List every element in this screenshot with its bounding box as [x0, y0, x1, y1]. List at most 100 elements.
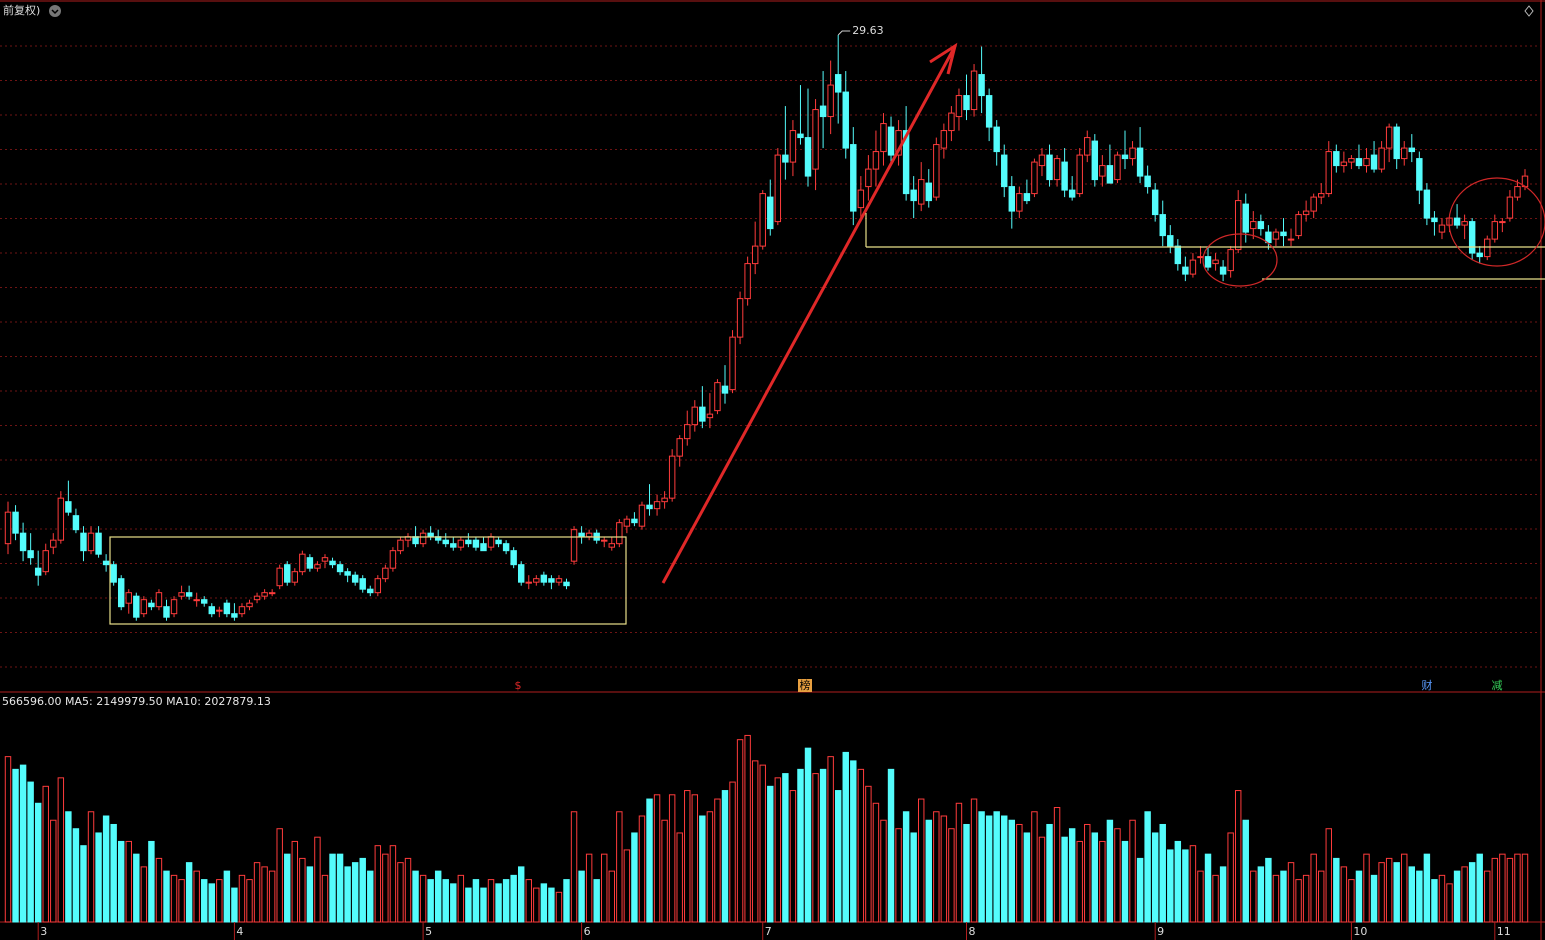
volume-bar	[533, 887, 540, 923]
volume-bar	[1250, 870, 1257, 923]
volume-bar	[178, 879, 185, 923]
candle-body	[1438, 224, 1446, 233]
annotations	[109, 42, 1545, 625]
volume-bar	[1280, 870, 1287, 923]
volume-bar	[751, 760, 759, 923]
volume-bar	[1453, 870, 1461, 923]
volume-bar	[993, 811, 1000, 923]
candle-body	[359, 578, 366, 590]
volume-bar	[774, 777, 782, 923]
volume-bar	[412, 870, 419, 923]
volume-bars	[4, 734, 1529, 923]
volume-bar	[27, 781, 34, 923]
volume-bar	[110, 823, 117, 923]
candle-body	[880, 123, 887, 153]
volume-bar	[616, 811, 623, 923]
candle-body	[759, 193, 766, 247]
candle-body	[321, 557, 329, 562]
volume-bar	[887, 768, 895, 923]
candle-body	[125, 592, 132, 604]
candle-body	[1227, 249, 1234, 272]
candle-body	[1514, 186, 1521, 198]
event-marker: 减	[1492, 679, 1503, 692]
volume-bar	[57, 777, 65, 923]
candle-body	[1091, 140, 1099, 181]
candle-body	[684, 424, 691, 440]
volume-bar	[117, 840, 125, 923]
volume-bar	[601, 853, 608, 923]
candle-body	[397, 539, 404, 552]
candle-body	[1310, 196, 1317, 212]
volume-bar	[940, 815, 948, 923]
candle-body	[585, 532, 593, 538]
candle-body	[819, 105, 827, 118]
candle-body	[1302, 210, 1310, 216]
volume-bar	[1159, 823, 1166, 923]
candle-body	[1068, 189, 1076, 198]
volume-bar	[1114, 828, 1121, 923]
volume-bar	[684, 790, 691, 923]
x-tick-label: 5	[425, 925, 432, 938]
volume-bar	[819, 768, 827, 923]
volume-bar	[389, 845, 397, 923]
candle-body	[729, 336, 736, 391]
candle-body	[608, 543, 615, 548]
volume-bar	[1416, 870, 1423, 923]
volume-bar	[238, 874, 246, 923]
volume-bar	[185, 862, 193, 923]
volume-bar	[1287, 862, 1295, 923]
candle-body	[744, 263, 751, 300]
volume-bar	[1521, 853, 1529, 923]
candle-body	[676, 438, 683, 457]
volume-bar	[1514, 853, 1521, 923]
candle-body	[140, 599, 148, 615]
volume-bar	[585, 853, 593, 923]
candle-body	[623, 518, 631, 527]
volume-bar	[842, 751, 849, 923]
volume-bar	[661, 819, 668, 923]
volume-bar	[593, 879, 600, 923]
volume-bar	[1136, 857, 1144, 923]
volume-bar	[918, 798, 925, 923]
volume-bar	[1295, 879, 1302, 923]
candle-body	[1106, 165, 1114, 184]
volume-bar	[850, 760, 857, 923]
candle-body	[653, 501, 661, 510]
volume-bar	[397, 862, 404, 923]
marker-badge	[798, 679, 812, 692]
trend-arrow	[661, 49, 955, 584]
dropdown-icon[interactable]	[49, 5, 61, 17]
candle-body	[1431, 217, 1438, 223]
candle-body	[1401, 147, 1408, 160]
candle-body	[216, 609, 223, 612]
volume-bar	[1212, 874, 1219, 923]
volume-bar	[985, 815, 993, 923]
volume-bar	[95, 832, 102, 923]
volume-bar	[291, 840, 299, 923]
candle-body	[1363, 158, 1370, 167]
volume-bar	[1061, 836, 1068, 923]
candle-body	[246, 602, 253, 608]
candle-body	[563, 581, 570, 587]
candle-body	[87, 532, 95, 552]
volume-bar	[502, 879, 510, 923]
candle-body	[925, 182, 932, 202]
volume-bar	[34, 802, 42, 923]
volume-bar	[1468, 862, 1476, 923]
candle-body	[80, 532, 87, 552]
volume-bar	[374, 845, 382, 923]
candle-body	[601, 539, 608, 542]
adjust-mode[interactable]: 前复权)	[3, 3, 40, 17]
candle-body	[1159, 214, 1166, 237]
candle-body	[1265, 231, 1272, 244]
candle-body	[291, 571, 299, 583]
volume-bar	[1340, 866, 1348, 923]
volume-bar	[472, 879, 480, 923]
candle-body	[638, 504, 646, 527]
corner-icon[interactable]	[1524, 5, 1534, 17]
volume-bar	[457, 874, 465, 923]
candle-body	[95, 532, 102, 555]
x-tick-label: 7	[765, 925, 772, 938]
candle-body	[223, 602, 231, 615]
volume-bar	[797, 768, 804, 923]
